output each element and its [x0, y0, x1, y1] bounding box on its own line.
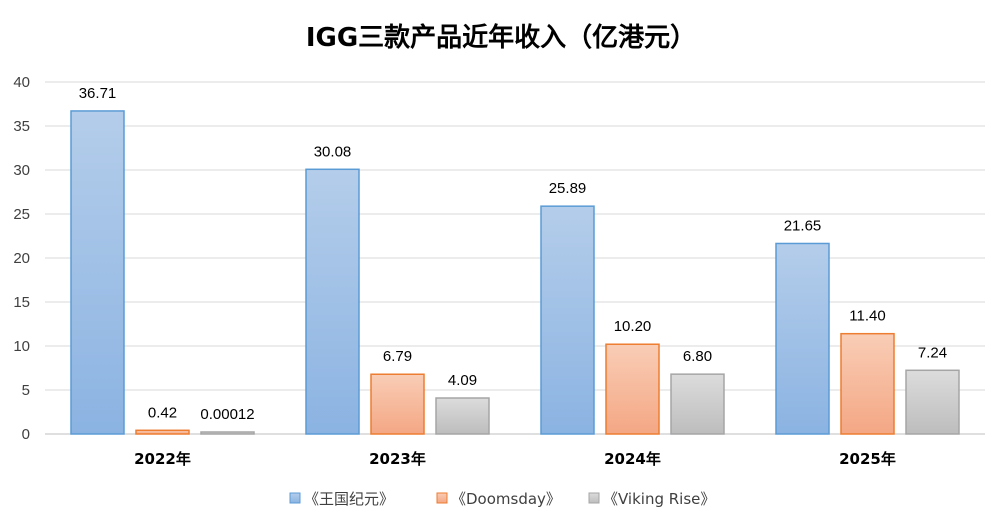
data-label: 6.80: [683, 348, 712, 365]
y-tick-label: 10: [13, 338, 30, 355]
legend-label: 《Doomsday》: [451, 490, 561, 508]
bar: [670, 373, 725, 435]
data-label: 4.09: [448, 372, 477, 389]
data-label: 7.24: [918, 344, 947, 361]
data-label: 21.65: [784, 217, 822, 234]
y-tick-label: 35: [13, 118, 30, 135]
x-tick-label: 2024年: [604, 450, 661, 468]
legend-label: 《王国纪元》: [304, 490, 394, 508]
legend: 《王国纪元》 《Doomsday》 《Viking Rise》: [289, 490, 715, 508]
y-tick-label: 40: [13, 74, 30, 91]
y-tick-label: 20: [13, 250, 30, 267]
legend-label: 《Viking Rise》: [603, 490, 715, 508]
x-axis: 2022年 2023年 2024年 2025年: [134, 450, 896, 468]
y-tick-label: 15: [13, 294, 30, 311]
bar: [840, 332, 895, 435]
bar: [70, 110, 125, 435]
data-label: 6.79: [383, 348, 412, 365]
grid: [45, 81, 985, 435]
y-tick-label: 30: [13, 162, 30, 179]
bar: [200, 431, 255, 435]
y-tick-label: 25: [13, 206, 30, 223]
bar: [370, 373, 425, 435]
bar: [775, 242, 830, 435]
bar: [135, 429, 190, 435]
legend-swatch: [588, 492, 600, 504]
bar: [540, 205, 595, 435]
bar: [305, 168, 360, 435]
data-label: 0.00012: [200, 406, 254, 423]
data-label: 36.71: [79, 85, 117, 102]
bar: [435, 397, 490, 435]
data-label: 30.08: [314, 143, 352, 160]
y-tick-label: 0: [22, 426, 30, 443]
x-tick-label: 2023年: [369, 450, 426, 468]
y-tick-label: 5: [22, 382, 30, 399]
bar: [605, 343, 660, 435]
y-axis: 0 5 10 15 20 25 30 35 40: [13, 74, 30, 443]
legend-swatch: [289, 492, 301, 504]
bars: [70, 110, 960, 435]
x-tick-label: 2022年: [134, 450, 191, 468]
data-label: 10.20: [614, 318, 652, 335]
x-tick-label: 2025年: [839, 450, 896, 468]
data-labels: 36.71 0.42 0.00012 30.08 6.79 4.09 25.89 10.20 6…: [79, 85, 947, 423]
legend-swatch: [436, 492, 448, 504]
data-label: 25.89: [549, 180, 587, 197]
data-label: 11.40: [849, 308, 885, 325]
bar: [905, 369, 960, 435]
chart-title: IGG三款产品近年收入（亿港元）: [306, 22, 696, 53]
data-label: 0.42: [148, 404, 177, 421]
